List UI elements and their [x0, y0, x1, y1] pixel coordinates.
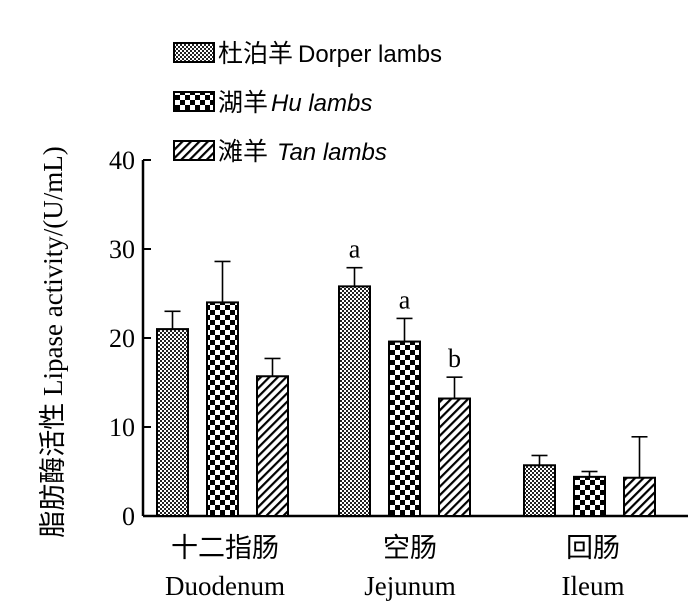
legend: 杜泊羊 Dorper lambs 湖羊 Hu lambs 滩羊 Tan lamb…	[173, 40, 442, 166]
legend-swatch-tan	[173, 140, 215, 161]
significance-label-tan-jejunum: b	[448, 344, 461, 373]
bar-hu-duodenum	[206, 301, 239, 517]
y-tick-label: 30	[109, 235, 135, 264]
bar-dorper-duodenum	[156, 328, 189, 517]
bar-dorper-jejunum	[338, 285, 371, 517]
bar-hu-jejunum	[388, 340, 421, 517]
legend-label-dorper-cn: 杜泊羊	[218, 40, 293, 68]
legend-label-dorper-en: Dorper lambs	[298, 41, 442, 68]
bar-hu-ileum	[573, 475, 606, 517]
y-tick-label: 0	[122, 502, 135, 531]
x-tick-label-jejunum-cn: 空肠	[383, 533, 437, 563]
significance-label-dorper-jejunum: a	[349, 235, 361, 264]
x-tick-label-ileum-cn: 回肠	[566, 533, 620, 563]
bar-tan-jejunum	[438, 397, 471, 517]
x-tick-label-jejunum-en: Jejunum	[364, 571, 456, 601]
y-tick-label: 20	[109, 324, 135, 353]
y-axis-label: 脂肪酶活性 Lipase activity/(U/mL)	[38, 146, 68, 537]
bar-tan-ileum	[623, 476, 656, 518]
y-tick-label: 40	[109, 146, 135, 175]
legend-item-dorper: 杜泊羊 Dorper lambs	[173, 40, 442, 68]
legend-swatch-hu	[173, 91, 215, 112]
legend-swatch-dorper	[173, 42, 215, 63]
bar-dorper-ileum	[523, 464, 556, 517]
y-ticks: 0 10 20 30 40	[109, 146, 151, 531]
legend-item-hu: 湖羊 Hu lambs	[173, 89, 372, 117]
x-tick-label-ileum-en: Ileum	[562, 571, 625, 601]
y-tick-label: 10	[109, 413, 135, 442]
legend-label-tan-cn: 滩羊	[218, 138, 268, 166]
x-tick-labels: 十二指肠 Duodenum 空肠 Jejunum 回肠 Ileum	[165, 533, 624, 601]
legend-label-tan-en: Tan lambs	[277, 139, 387, 166]
significance-label-hu-jejunum: a	[399, 285, 411, 314]
x-tick-label-duodenum-en: Duodenum	[165, 571, 285, 601]
bar-tan-duodenum	[256, 375, 289, 517]
legend-item-tan: 滩羊 Tan lambs	[173, 138, 387, 166]
legend-label-hu-cn: 湖羊	[218, 89, 268, 117]
bars: a a b	[156, 235, 656, 518]
legend-label-hu-en: Hu lambs	[271, 90, 372, 117]
x-tick-label-duodenum-cn: 十二指肠	[171, 533, 279, 563]
